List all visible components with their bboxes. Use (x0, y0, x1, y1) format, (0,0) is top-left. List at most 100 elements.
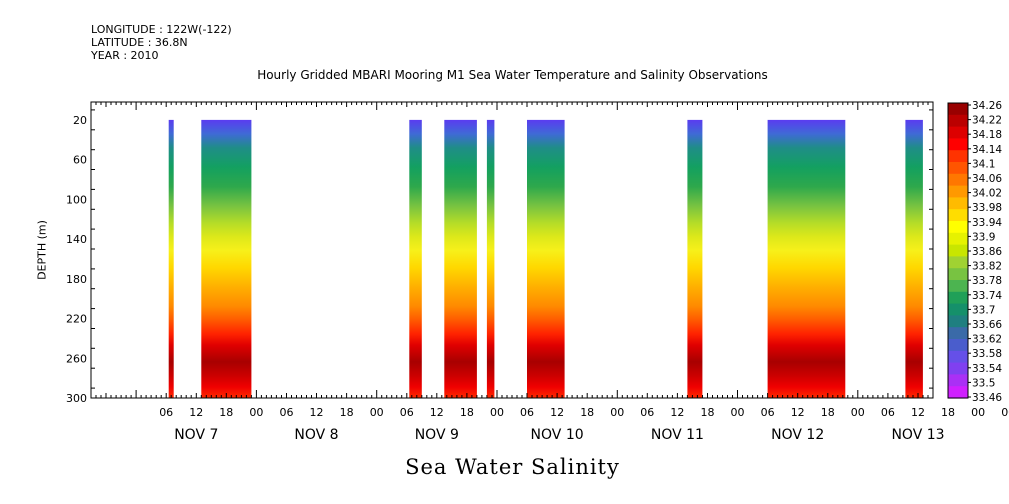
colorbar-swatch (948, 209, 968, 222)
colorbar-swatch (948, 197, 968, 210)
y-axis-label: DEPTH (m) (35, 220, 49, 280)
colorbar-label: 33.94 (972, 217, 1002, 229)
x-tick-label: 06 (159, 406, 173, 419)
data-segment (486, 119, 495, 398)
colorbar-swatch (948, 173, 968, 187)
colorbar-swatch (948, 374, 968, 387)
data-segment (168, 119, 174, 398)
colorbar-swatch (948, 103, 968, 116)
x-tick-label: 00 (971, 406, 985, 419)
x-tick-label: 06 (400, 406, 414, 419)
x-day-label: NOV 8 (294, 427, 338, 443)
colorbar-swatch (948, 280, 968, 293)
colorbar-label: 33.86 (972, 246, 1002, 258)
data-segment (687, 119, 703, 398)
colorbar-swatch (948, 244, 968, 257)
latitude-label: LATITUDE : 36.8N (91, 36, 188, 49)
year-label: YEAR : 2010 (91, 49, 159, 62)
x-tick-label: 06 (640, 406, 654, 419)
colorbar-label: 33.78 (972, 275, 1002, 287)
data-segment (444, 119, 477, 398)
x-tick-label: 18 (340, 406, 354, 419)
x-tick-label: 18 (941, 406, 955, 419)
x-axis: 06 12 18 00 06 12 18 00 06 12 18 00 06 12 18 00 06 12 18 00… (90, 102, 1009, 443)
colorbar-label: 34.18 (972, 129, 1002, 141)
x-day-label: NOV 13 (891, 427, 944, 443)
x-tick-label: 18 (219, 406, 233, 419)
colorbar-label: 33.9 (972, 231, 995, 243)
x-tick-label: 06 (280, 406, 294, 419)
colorbar-label: 34.14 (972, 144, 1002, 156)
x-tick-label: 18 (701, 406, 715, 419)
x-tick-label: 06 (761, 406, 775, 419)
y-tick-label: 20 (73, 114, 87, 127)
x-tick-label: 12 (791, 406, 805, 419)
colorbar-swatch (948, 162, 968, 175)
colorbar-swatch (948, 303, 968, 316)
colorbar-swatch (948, 232, 968, 246)
x-tick-label: 00 (490, 406, 504, 419)
x-tick-label: 00 (610, 406, 624, 419)
x-tick-label: 18 (460, 406, 474, 419)
colorbar-swatch (948, 315, 968, 328)
x-tick-label: 00 (851, 406, 865, 419)
colorbar-label: 33.54 (972, 363, 1002, 375)
y-tick-label: 140 (66, 233, 87, 246)
x-day-label: NOV 7 (174, 427, 218, 443)
x-tick-label: 06 (1001, 406, 1009, 419)
colorbar-swatch (948, 362, 968, 375)
colorbar-swatch (948, 268, 968, 281)
x-day-label: NOV 10 (531, 427, 584, 443)
y-tick-label: 300 (66, 392, 87, 405)
x-tick-label: 12 (430, 406, 444, 419)
data-segment (527, 119, 565, 398)
colorbar-swatch (948, 256, 968, 269)
data-segment (409, 119, 422, 398)
x-tick-label: 12 (550, 406, 564, 419)
y-tick-label: 60 (73, 154, 87, 167)
x-tick-label: 06 (520, 406, 534, 419)
chart-title: Hourly Gridded MBARI Mooring M1 Sea Wate… (257, 68, 768, 82)
x-tick-label: 18 (821, 406, 835, 419)
x-tick-label: 12 (911, 406, 925, 419)
longitude-label: LONGITUDE : 122W(-122) (91, 23, 232, 36)
x-day-label: NOV 11 (651, 427, 704, 443)
colorbar-label: 33.7 (972, 304, 995, 316)
colorbar-label: 34.06 (972, 173, 1002, 185)
colorbar: 34.26 34.22 34.18 34.14 34.1 34.06 34.02 33.98 3… (947, 100, 1002, 404)
x-tick-label: 00 (249, 406, 263, 419)
colorbar-label: 34.1 (972, 158, 995, 170)
colorbar-swatch (948, 339, 968, 352)
x-tick-label: 12 (189, 406, 203, 419)
x-tick-label: 00 (731, 406, 745, 419)
y-tick-label: 100 (66, 193, 87, 206)
x-axis-label: Sea Water Salinity (405, 455, 620, 479)
y-tick-label: 180 (66, 273, 87, 286)
salinity-heatmap (168, 119, 923, 398)
colorbar-swatch (948, 291, 968, 305)
colorbar-label: 33.98 (972, 202, 1002, 214)
colorbar-swatch (948, 126, 968, 139)
x-tick-label: 06 (881, 406, 895, 419)
colorbar-label: 33.62 (972, 334, 1002, 346)
colorbar-swatch (948, 114, 968, 128)
colorbar-label: 34.02 (972, 188, 1002, 200)
colorbar-label: 34.26 (972, 100, 1002, 112)
x-tick-label: 12 (670, 406, 684, 419)
colorbar-label: 33.46 (972, 392, 1002, 404)
y-axis: 20 60 100 140 180 220 260 300 (66, 109, 933, 405)
colorbar-swatch (948, 386, 968, 399)
colorbar-label: 33.5 (972, 377, 995, 389)
colorbar-label: 33.74 (972, 290, 1002, 302)
data-segment (767, 119, 846, 398)
colorbar-label: 33.58 (972, 348, 1002, 360)
data-segment (905, 119, 923, 398)
y-tick-label: 220 (66, 313, 87, 326)
x-tick-label: 00 (370, 406, 384, 419)
colorbar-swatch (948, 327, 968, 340)
x-tick-label: 18 (580, 406, 594, 419)
data-segment (201, 119, 252, 398)
colorbar-swatch (948, 138, 968, 151)
colorbar-swatch (948, 150, 968, 163)
